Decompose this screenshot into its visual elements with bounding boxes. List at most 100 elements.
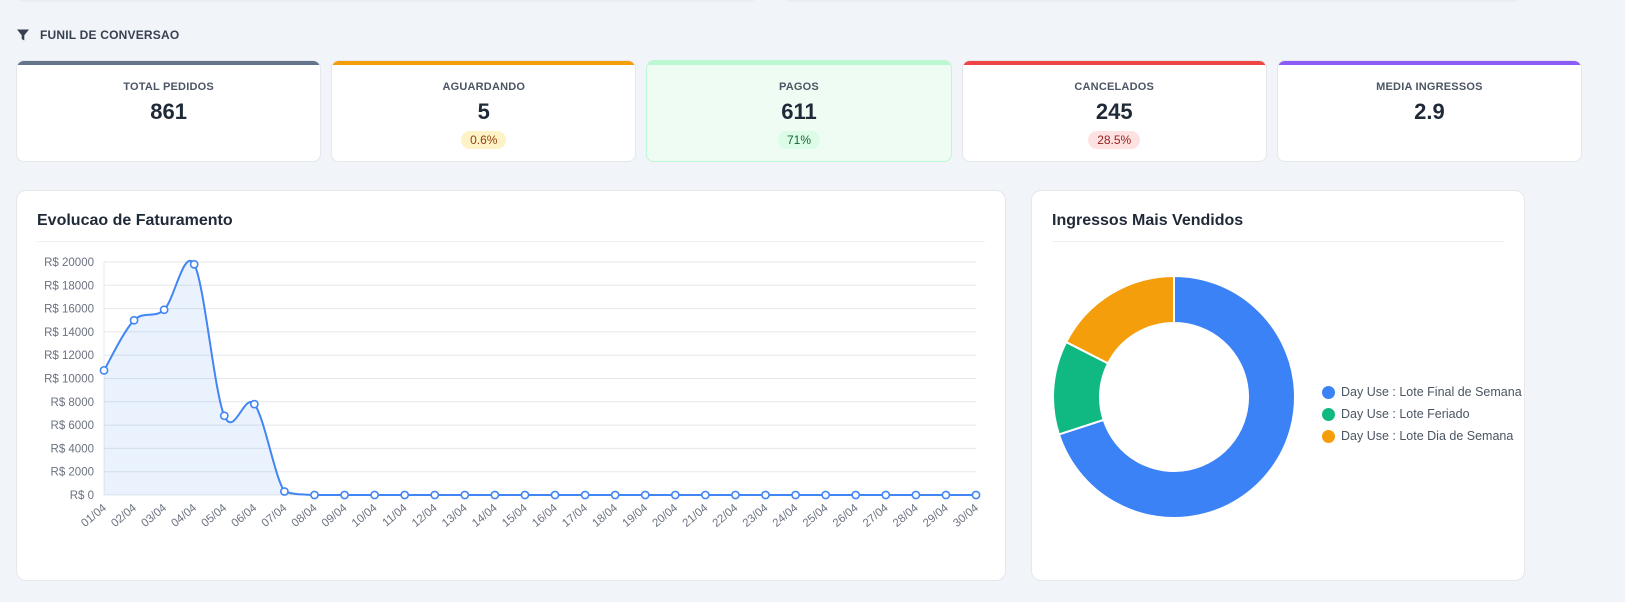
x-tick-label: 05/04 xyxy=(199,502,229,530)
panel-divider xyxy=(37,241,985,242)
tickets-panel-title: Ingressos Mais Vendidos xyxy=(1052,212,1244,229)
legend-dot xyxy=(1322,385,1335,399)
kpi-card-paid: PAGOS 611 71% xyxy=(646,60,952,162)
kpi-value: 2.9 xyxy=(1414,99,1445,124)
data-point[interactable] xyxy=(550,490,560,500)
data-point[interactable] xyxy=(731,490,740,500)
data-point[interactable] xyxy=(761,490,770,500)
x-tick-label: 16/04 xyxy=(530,502,560,530)
kpi-label: TOTAL PEDIDOS xyxy=(123,81,214,93)
data-point[interactable] xyxy=(340,490,349,500)
kpi-card-total: TOTAL PEDIDOS 861 xyxy=(16,60,322,162)
kpi-badge: 0.6% xyxy=(461,131,507,149)
data-point[interactable] xyxy=(310,490,319,500)
kpi-value: 245 xyxy=(1095,99,1133,124)
data-point[interactable] xyxy=(159,305,169,315)
x-tick-label: 17/04 xyxy=(560,502,590,530)
x-tick-label: 01/04 xyxy=(79,502,109,530)
data-point[interactable] xyxy=(911,490,921,500)
data-point[interactable] xyxy=(640,490,650,500)
kpi-label: MEDIA INGRESSOS xyxy=(1376,81,1483,93)
kpi-badge: 71% xyxy=(777,131,821,149)
x-tick-label: 20/04 xyxy=(650,502,680,530)
section-header: FUNIL DE CONVERSAO xyxy=(16,28,179,42)
legend-item[interactable]: Day Use : Lote Final de Semana xyxy=(1322,381,1522,403)
kpi-label: PAGOS xyxy=(779,81,819,93)
x-tick-label: 06/04 xyxy=(230,502,260,530)
x-tick-label: 02/04 xyxy=(109,502,139,530)
x-tick-label: 21/04 xyxy=(681,502,711,530)
donut-slice[interactable] xyxy=(1057,274,1296,519)
legend-label: Day Use : Lote Feriado xyxy=(1341,407,1470,421)
data-point[interactable] xyxy=(971,490,981,500)
x-tick-label: 28/04 xyxy=(891,502,921,530)
kpi-label: CANCELADOS xyxy=(1074,81,1155,93)
data-point[interactable] xyxy=(430,490,440,500)
revenue-panel-title: Evolucao de Faturamento xyxy=(37,212,233,229)
data-point[interactable] xyxy=(189,259,199,269)
y-tick-label: R$ 10000 xyxy=(44,374,94,386)
kpi-value: 861 xyxy=(150,99,187,124)
y-tick-label: R$ 12000 xyxy=(44,350,94,362)
data-point[interactable] xyxy=(821,490,831,500)
data-point[interactable] xyxy=(99,365,109,375)
data-point[interactable] xyxy=(791,490,800,500)
donut-legend: Day Use : Lote Final de Semana Day Use : … xyxy=(1322,381,1522,447)
x-tick-label: 22/04 xyxy=(711,502,741,530)
data-point[interactable] xyxy=(700,490,710,500)
kpi-label: AGUARDANDO xyxy=(442,81,526,93)
kpi-card-waiting: AGUARDANDO 5 0.6% xyxy=(331,60,637,162)
data-point[interactable] xyxy=(610,490,620,500)
legend-item[interactable]: Day Use : Lote Dia de Semana xyxy=(1322,425,1522,447)
y-tick-label: R$ 4000 xyxy=(51,443,94,455)
y-tick-label: R$ 20000 xyxy=(44,257,94,269)
y-tick-label: R$ 14000 xyxy=(44,327,94,339)
data-point[interactable] xyxy=(670,490,680,500)
y-tick-label: R$ 0 xyxy=(70,490,94,502)
data-point[interactable] xyxy=(490,490,500,500)
data-point[interactable] xyxy=(370,490,380,500)
kpi-card-cancelled: CANCELADOS 245 28.5% xyxy=(961,60,1267,162)
kpi-card-avg: MEDIA INGRESSOS 2.9 xyxy=(1276,60,1583,162)
kpi-value: 611 xyxy=(781,99,817,124)
x-tick-label: 10/04 xyxy=(350,502,380,530)
data-point[interactable] xyxy=(280,487,289,496)
data-point[interactable] xyxy=(580,490,590,500)
area-fill xyxy=(104,260,976,495)
x-tick-label: 11/04 xyxy=(381,502,411,530)
y-tick-label: R$ 18000 xyxy=(44,280,94,292)
x-tick-label: 25/04 xyxy=(801,502,831,530)
x-tick-label: 23/04 xyxy=(741,502,771,530)
x-tick-label: 04/04 xyxy=(169,502,199,530)
kpi-badge: 28.5% xyxy=(1088,131,1141,149)
donut-slice[interactable] xyxy=(1064,274,1175,365)
x-tick-label: 13/04 xyxy=(440,502,470,530)
data-point[interactable] xyxy=(851,490,861,500)
data-point[interactable] xyxy=(400,490,410,500)
data-point[interactable] xyxy=(941,490,951,500)
kpi-value: 5 xyxy=(477,99,490,124)
revenue-line-chart[interactable]: R$ 0 R$ 2000 R$ 4000 R$ 6000 R$ 8000 R$ 10000… xyxy=(17,191,1007,582)
x-tick-label: 29/04 xyxy=(921,502,951,530)
data-point[interactable] xyxy=(219,411,229,421)
tickets-panel: Ingressos Mais Vendidos Day Use : Lote F… xyxy=(1031,190,1525,581)
data-point[interactable] xyxy=(520,490,530,500)
funnel-icon xyxy=(17,29,29,41)
data-point[interactable] xyxy=(881,490,891,500)
y-tick-label: R$ 8000 xyxy=(51,397,94,409)
tickets-donut-chart[interactable] xyxy=(1032,191,1526,582)
y-tick-label: R$ 2000 xyxy=(51,467,94,479)
y-tick-label: R$ 6000 xyxy=(51,420,94,432)
legend-label: Day Use : Lote Dia de Semana xyxy=(1341,429,1514,443)
data-point[interactable] xyxy=(249,399,259,409)
panel-divider xyxy=(1052,241,1504,242)
data-point[interactable] xyxy=(460,490,470,500)
kpi-row: TOTAL PEDIDOS 861 AGUARDANDO 5 0.6% PAGOS 611 7… xyxy=(16,60,1583,162)
x-tick-label: 14/04 xyxy=(470,502,500,530)
legend-label: Day Use : Lote Final de Semana xyxy=(1341,385,1522,399)
data-point[interactable] xyxy=(129,315,139,325)
legend-item[interactable]: Day Use : Lote Feriado xyxy=(1322,403,1522,425)
x-tick-label: 03/04 xyxy=(139,502,169,530)
x-tick-label: 08/04 xyxy=(290,502,320,530)
x-tick-label: 30/04 xyxy=(951,502,981,530)
